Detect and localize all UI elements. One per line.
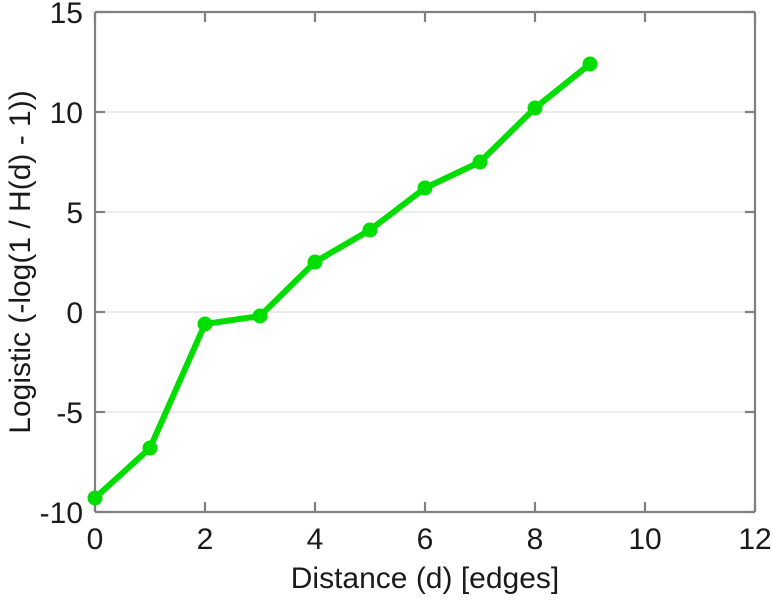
y-tick-label: -10 xyxy=(40,497,83,530)
x-tick-label: 12 xyxy=(738,523,771,556)
data-point-marker xyxy=(142,440,158,456)
data-point-marker xyxy=(417,180,433,196)
y-tick-label: 0 xyxy=(66,297,83,330)
data-point-marker xyxy=(472,154,488,170)
y-tick-label: 10 xyxy=(50,97,83,130)
data-series-line xyxy=(92,61,593,501)
data-point-marker xyxy=(362,222,378,238)
plot-background xyxy=(95,12,755,512)
data-point-marker xyxy=(582,56,598,72)
x-axis-title: Distance (d) [edges] xyxy=(291,562,559,595)
y-tick-label: 5 xyxy=(66,197,83,230)
y-axis-tick-labels: -10 -5 0 5 10 15 xyxy=(40,0,83,530)
data-series-markers xyxy=(87,56,598,506)
y-axis-ticks xyxy=(95,10,755,514)
x-axis-tick-labels: 0 2 4 6 8 10 12 xyxy=(87,523,772,556)
gridlines xyxy=(95,111,755,413)
y-tick-label: -5 xyxy=(56,397,83,430)
data-point-marker xyxy=(197,316,213,332)
x-tick-label: 8 xyxy=(527,523,544,556)
y-axis-title: Logistic (-log(1 / H(d) - 1)) xyxy=(4,90,37,433)
y-tick-label: 15 xyxy=(50,0,83,30)
data-point-marker xyxy=(252,308,268,324)
x-axis-ticks xyxy=(93,12,757,512)
x-tick-label: 10 xyxy=(628,523,661,556)
x-tick-label: 4 xyxy=(307,523,324,556)
data-point-marker xyxy=(527,100,543,116)
x-tick-label: 2 xyxy=(197,523,214,556)
data-point-marker xyxy=(307,254,323,270)
x-tick-label: 6 xyxy=(417,523,434,556)
data-point-marker xyxy=(87,490,103,506)
x-tick-label: 0 xyxy=(87,523,104,556)
